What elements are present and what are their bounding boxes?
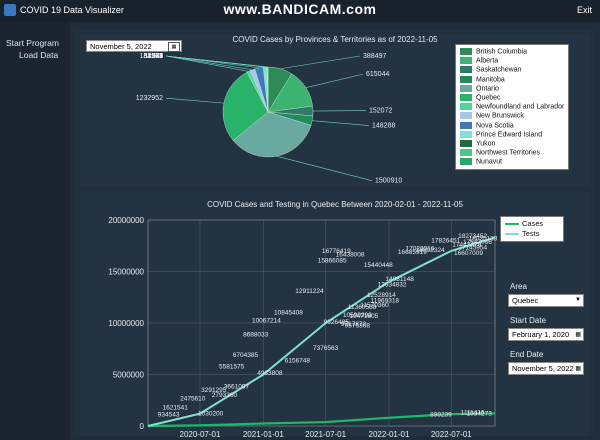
legend-swatch (460, 140, 472, 147)
start-date-picker[interactable]: February 1, 2020 ▦ (508, 328, 584, 341)
pie-date-value: November 5, 2022 (90, 42, 152, 51)
app-icon (4, 4, 16, 16)
legend-swatch (460, 130, 472, 138)
window-title: COVID 19 Data Visualizer (20, 5, 124, 15)
legend-label: Newfoundland and Labrador (476, 103, 565, 111)
start-date-value: February 1, 2020 (512, 330, 570, 339)
legend-item: Ontario (460, 84, 499, 94)
legend-item: Northwest Territories (460, 149, 540, 158)
legend-swatch (460, 158, 472, 166)
legend-item: Yukon (460, 140, 495, 149)
legend-item: Nova Scotia (460, 121, 514, 131)
start-program-button[interactable]: Start Program (6, 38, 59, 48)
calendar-icon[interactable]: ▦ (575, 332, 581, 338)
chevron-down-icon: ▼ (575, 297, 581, 303)
calendar-icon[interactable]: ▦ (168, 42, 180, 52)
title-bar: COVID 19 Data Visualizer www.BANDICAM.co… (0, 0, 600, 22)
legend-item: New Brunswick (460, 112, 524, 121)
legend-item: Prince Edward Island (460, 130, 543, 140)
line-legend: Cases Tests (500, 216, 564, 242)
legend-label: Quebec (476, 94, 501, 102)
load-data-button[interactable]: Load Data (19, 50, 59, 60)
legend-label: Alberta (476, 57, 499, 65)
legend-label: Yukon (476, 140, 496, 148)
legend-swatch (460, 66, 472, 74)
pie-chart-title: COVID Cases by Provinces & Territories a… (232, 35, 438, 44)
exit-button[interactable]: Exit (576, 5, 592, 15)
legend-item: Nunavut (460, 158, 502, 167)
area-label: Area (510, 282, 527, 291)
legend-label: Ontario (476, 85, 499, 93)
legend-item: Saskatchewan (460, 66, 522, 75)
calendar-icon[interactable]: ▦ (575, 366, 581, 372)
legend-cases: Cases (505, 219, 543, 228)
legend-tests: Tests (505, 229, 540, 238)
end-date-label: End Date (510, 350, 544, 359)
legend-cases-label: Cases (522, 219, 544, 228)
start-date-label: Start Date (510, 316, 547, 325)
sidebar: Start Program Load Data (0, 22, 70, 440)
legend-swatch (460, 84, 472, 92)
legend-label: Saskatchewan (476, 66, 522, 74)
legend-item: Newfoundland and Labrador (460, 103, 564, 112)
legend-label: Nunavut (476, 158, 503, 166)
legend-label: Nova Scotia (476, 121, 514, 129)
legend-swatch (460, 75, 472, 83)
area-value: Quebec (512, 296, 539, 305)
legend-item: Manitoba (460, 75, 505, 85)
legend-label: New Brunswick (476, 112, 524, 120)
legend-swatch (460, 121, 472, 129)
pie-legend: British Columbia Alberta Saskatchewan Manit… (455, 44, 569, 170)
legend-swatch (460, 94, 472, 101)
legend-swatch (460, 103, 472, 111)
legend-swatch (460, 48, 472, 55)
legend-swatch (460, 57, 472, 65)
area-select[interactable]: Quebec ▼ (508, 294, 584, 307)
pie-date-picker[interactable]: November 5, 2022 ▦ (86, 40, 182, 52)
end-date-value: November 5, 2022 (512, 364, 574, 373)
legend-swatch (460, 149, 472, 157)
legend-label: Northwest Territories (476, 149, 541, 157)
legend-label: Manitoba (476, 75, 505, 83)
tests-line-swatch (505, 233, 519, 236)
legend-swatch (460, 112, 472, 120)
watermark: www.BANDICAM.com (223, 1, 377, 17)
legend-item: British Columbia (460, 48, 527, 57)
end-date-picker[interactable]: November 5, 2022 ▦ (508, 362, 584, 375)
legend-tests-label: Tests (522, 229, 540, 238)
legend-item: Quebec (460, 94, 501, 103)
legend-item: Alberta (460, 57, 498, 66)
legend-label: British Columbia (476, 48, 527, 56)
legend-label: Prince Edward Island (476, 131, 543, 139)
cases-line-swatch (505, 223, 519, 226)
line-chart-title: COVID Cases and Testing in Quebec Betwee… (207, 200, 463, 209)
